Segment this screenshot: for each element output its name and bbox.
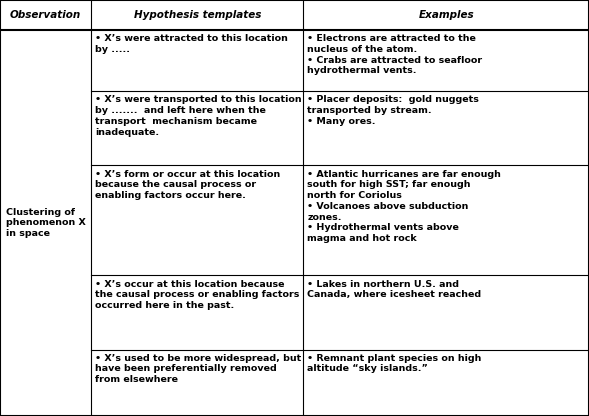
Text: • Remnant plant species on high
altitude “sky islands.”: • Remnant plant species on high altitude… bbox=[307, 354, 482, 374]
Text: • X’s form or occur at this location
because the causal process or
enabling fact: • X’s form or occur at this location bec… bbox=[95, 170, 281, 200]
Text: • Electrons are attracted to the
nucleus of the atom.
• Crabs are attracted to s: • Electrons are attracted to the nucleus… bbox=[307, 34, 482, 75]
Text: Examples: Examples bbox=[418, 10, 474, 20]
Text: • Atlantic hurricanes are far enough
south for high SST; far enough
north for Co: • Atlantic hurricanes are far enough sou… bbox=[307, 170, 501, 243]
Text: • X’s occur at this location because
the causal process or enabling factors
occu: • X’s occur at this location because the… bbox=[95, 280, 300, 310]
Text: Clustering of
phenomenon X
in space: Clustering of phenomenon X in space bbox=[6, 208, 85, 238]
Text: • Placer deposits:  gold nuggets
transported by stream.
• Many ores.: • Placer deposits: gold nuggets transpor… bbox=[307, 95, 479, 126]
Text: Observation: Observation bbox=[10, 10, 81, 20]
Text: Hypothesis templates: Hypothesis templates bbox=[134, 10, 261, 20]
Text: • X’s were transported to this location
by .......  and left here when the
trans: • X’s were transported to this location … bbox=[95, 95, 302, 137]
Text: • Lakes in northern U.S. and
Canada, where icesheet reached: • Lakes in northern U.S. and Canada, whe… bbox=[307, 280, 482, 299]
Text: • X’s were attracted to this location
by .....: • X’s were attracted to this location by… bbox=[95, 34, 288, 54]
Text: • X’s used to be more widespread, but
have been preferentially removed
from else: • X’s used to be more widespread, but ha… bbox=[95, 354, 302, 384]
